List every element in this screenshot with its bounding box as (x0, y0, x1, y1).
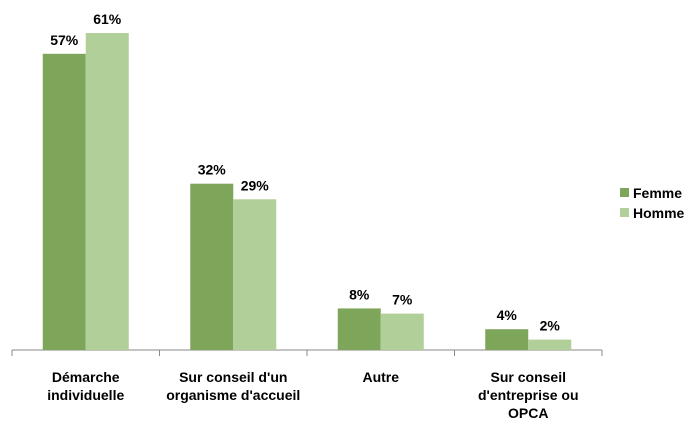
value-label: 4% (497, 307, 518, 323)
bar (380, 313, 424, 350)
value-label: 61% (93, 11, 122, 27)
legend-label: Homme (633, 205, 685, 221)
legend-swatch (620, 208, 629, 217)
value-label: 57% (50, 32, 79, 48)
bar (528, 339, 572, 350)
bar (85, 33, 129, 350)
bar (190, 183, 234, 350)
value-label: 2% (540, 318, 561, 334)
bar (485, 329, 529, 350)
x-tick-label: Sur conseil d'entreprise ou OPCA (477, 369, 579, 421)
value-label: 8% (349, 286, 370, 302)
bar (233, 199, 277, 350)
value-label: 7% (392, 292, 413, 308)
x-tick-label: Autre (362, 369, 400, 385)
bar (337, 308, 381, 350)
bar (42, 53, 86, 350)
x-tick-label: Sur conseil d'un organisme d'accueil (166, 369, 301, 403)
legend-swatch (620, 188, 629, 197)
value-label: 32% (198, 162, 227, 178)
value-label: 29% (241, 177, 270, 193)
x-tick-label: Démarche individuelle (47, 369, 125, 403)
legend-label: Femme (633, 185, 682, 201)
